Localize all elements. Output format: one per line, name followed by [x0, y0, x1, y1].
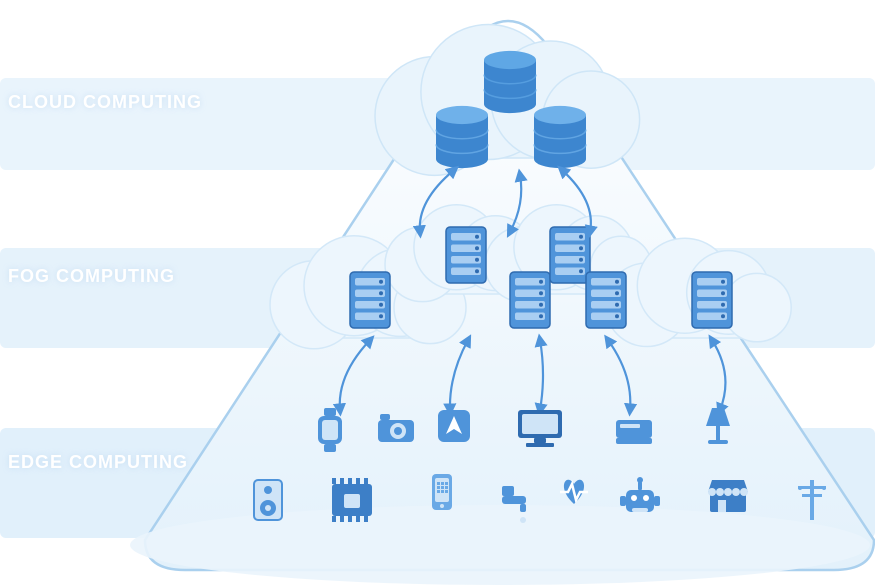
store-icon [708, 480, 748, 512]
server-icon [692, 272, 732, 328]
diagram-root: CLOUD COMPUTING FOG COMPUTING EDGE COMPU… [0, 0, 875, 588]
navigation-icon [438, 410, 470, 442]
server-icon [446, 227, 486, 283]
speaker-icon [254, 480, 282, 520]
edge-layer-label: EDGE COMPUTING [8, 452, 188, 473]
cloud-layer-label: CLOUD COMPUTING [8, 92, 202, 113]
fog-layer [270, 205, 791, 349]
server-icon [550, 227, 590, 283]
server-icon [510, 272, 550, 328]
database-icon [484, 51, 536, 113]
fog-layer-label: FOG COMPUTING [8, 266, 175, 287]
cloud-layer [375, 25, 640, 176]
server-icon [350, 272, 390, 328]
card-reader-icon [616, 420, 652, 444]
database-icon [534, 106, 586, 168]
scene-svg [0, 0, 875, 588]
smartphone-icon [432, 474, 452, 510]
edge-base [130, 505, 870, 585]
chip-board-icon [332, 478, 372, 522]
server-icon [586, 272, 626, 328]
database-icon [436, 106, 488, 168]
